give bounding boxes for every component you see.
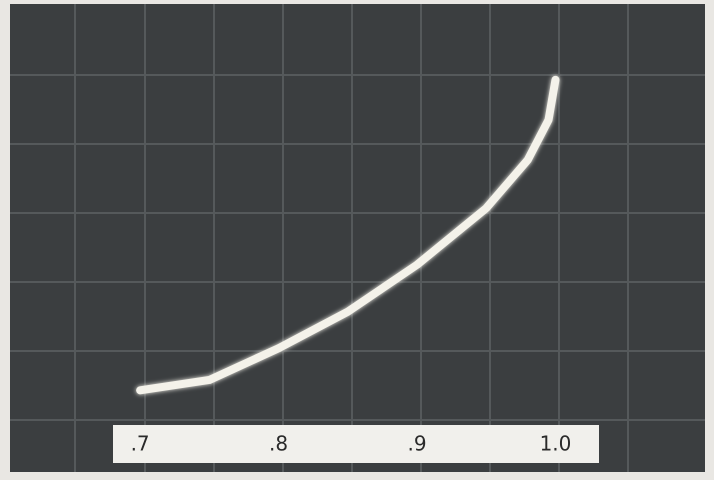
page: {"chart_data": {"type": "line", "x": [0.… — [0, 0, 714, 480]
x-tick-label: .7 — [131, 432, 150, 456]
x-tick-label: .9 — [407, 432, 426, 456]
x-tick-label: .8 — [269, 432, 288, 456]
x-tick-label: 1.0 — [540, 432, 572, 456]
label-strip — [113, 425, 599, 463]
oscilloscope-screen: .7 .8 .9 1.0 — [0, 0, 714, 480]
